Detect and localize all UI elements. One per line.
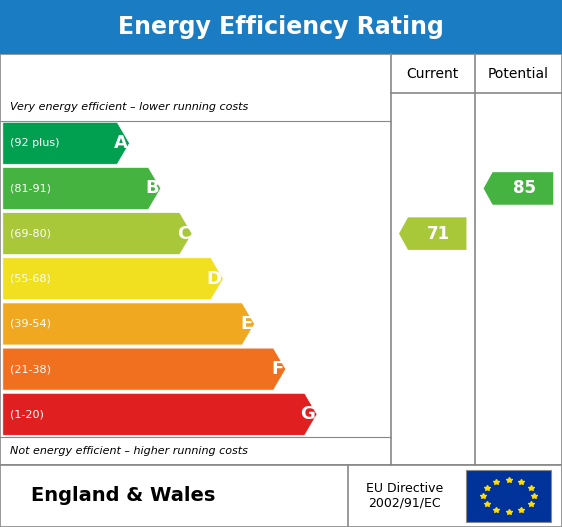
Polygon shape <box>483 172 553 204</box>
Text: E: E <box>241 315 253 333</box>
Text: Energy Efficiency Rating: Energy Efficiency Rating <box>118 15 444 39</box>
Text: C: C <box>177 225 191 242</box>
Polygon shape <box>3 258 223 300</box>
Text: B: B <box>146 179 159 198</box>
Text: A: A <box>114 134 128 152</box>
Text: F: F <box>272 360 284 378</box>
Text: Potential: Potential <box>488 66 549 81</box>
Text: 85: 85 <box>513 179 536 198</box>
Text: (81-91): (81-91) <box>10 183 51 193</box>
Bar <box>466 470 551 522</box>
Bar <box>0 0 562 54</box>
Polygon shape <box>399 217 466 250</box>
Polygon shape <box>3 212 192 255</box>
Text: (21-38): (21-38) <box>10 364 51 374</box>
Text: England & Wales: England & Wales <box>31 486 216 505</box>
Polygon shape <box>3 393 317 435</box>
Polygon shape <box>3 303 255 345</box>
Text: (55-68): (55-68) <box>10 274 51 284</box>
Text: Current: Current <box>407 66 459 81</box>
Polygon shape <box>3 348 285 390</box>
Text: D: D <box>207 270 221 288</box>
Text: Very energy efficient – lower running costs: Very energy efficient – lower running co… <box>10 102 248 112</box>
Text: (69-80): (69-80) <box>10 229 51 239</box>
Text: (1-20): (1-20) <box>10 409 44 419</box>
Polygon shape <box>3 168 161 209</box>
Text: Not energy efficient – higher running costs: Not energy efficient – higher running co… <box>10 446 248 456</box>
Text: (92 plus): (92 plus) <box>10 138 60 148</box>
Text: G: G <box>301 405 315 423</box>
Text: EU Directive
2002/91/EC: EU Directive 2002/91/EC <box>366 482 443 510</box>
Text: 71: 71 <box>427 225 450 242</box>
Bar <box>0 54 562 465</box>
Text: (39-54): (39-54) <box>10 319 51 329</box>
Polygon shape <box>3 122 129 164</box>
Bar <box>0 465 562 527</box>
